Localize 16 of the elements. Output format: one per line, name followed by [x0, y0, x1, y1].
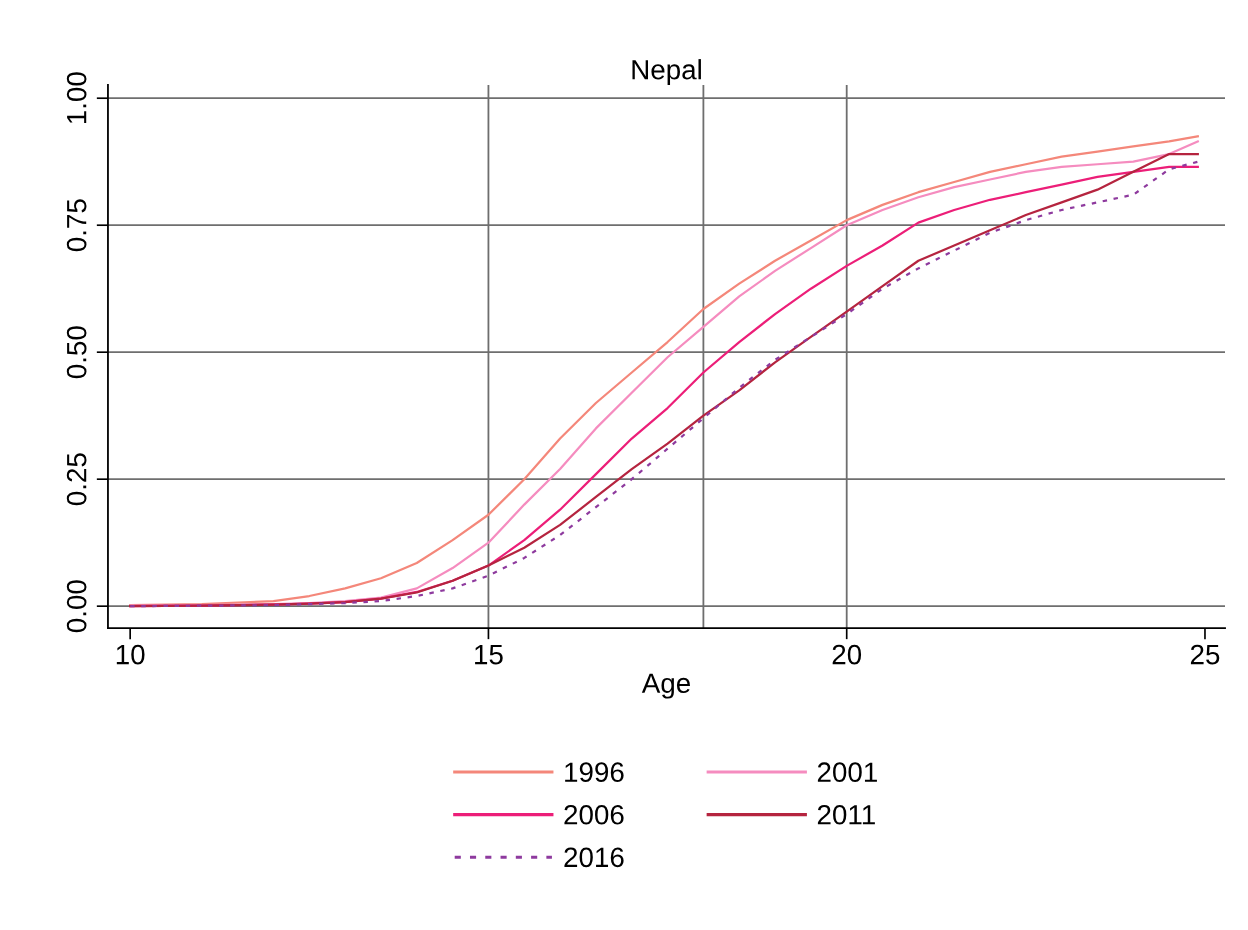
x-axis-title: Age	[641, 673, 690, 699]
legend-label: 2016	[564, 847, 624, 868]
legend-label: 2011	[817, 804, 875, 825]
x-tick-label: 25	[1190, 644, 1220, 665]
y-tick-label: 0.25	[66, 453, 87, 506]
chart-title: Nepal	[632, 59, 701, 85]
y-tick-label: 0.50	[66, 326, 87, 379]
legend-label: 2006	[564, 804, 624, 825]
x-tick-label: 10	[116, 644, 145, 665]
x-tick-label: 20	[832, 644, 862, 665]
legend-label: 1996	[565, 762, 624, 783]
y-tick-label: 1.00	[66, 72, 87, 124]
x-tick-label: 15	[475, 645, 503, 665]
y-tick-label: 0.75	[66, 199, 87, 252]
y-tick-label: 0.00	[66, 580, 87, 633]
legend-label: 2001	[817, 762, 877, 783]
